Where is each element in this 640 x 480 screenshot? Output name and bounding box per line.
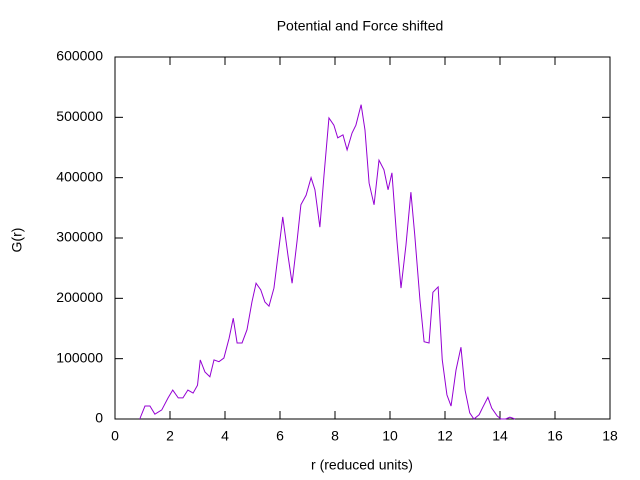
- y-tick-label: 600000: [56, 48, 103, 64]
- x-tick-label: 0: [111, 428, 119, 444]
- x-tick-label: 4: [221, 428, 229, 444]
- data-line: [139, 104, 516, 420]
- x-tick-label: 16: [547, 428, 563, 444]
- x-tick-label: 10: [382, 428, 398, 444]
- x-tick-label: 18: [602, 428, 618, 444]
- chart-title: Potential and Force shifted: [277, 18, 444, 34]
- y-tick-label: 200000: [56, 289, 103, 305]
- y-tick-label: 0: [95, 410, 103, 426]
- y-tick-label: 500000: [56, 108, 103, 124]
- x-tick-label: 8: [331, 428, 339, 444]
- x-tick-label: 14: [492, 428, 508, 444]
- x-tick-label: 6: [276, 428, 284, 444]
- x-tick-label: 2: [166, 428, 174, 444]
- y-tick-label: 300000: [56, 229, 103, 245]
- y-tick-label: 100000: [56, 349, 103, 365]
- x-tick-label: 12: [437, 428, 453, 444]
- y-axis-label: G(r): [9, 228, 25, 253]
- x-axis-label: r (reduced units): [311, 457, 413, 473]
- y-tick-label: 400000: [56, 168, 103, 184]
